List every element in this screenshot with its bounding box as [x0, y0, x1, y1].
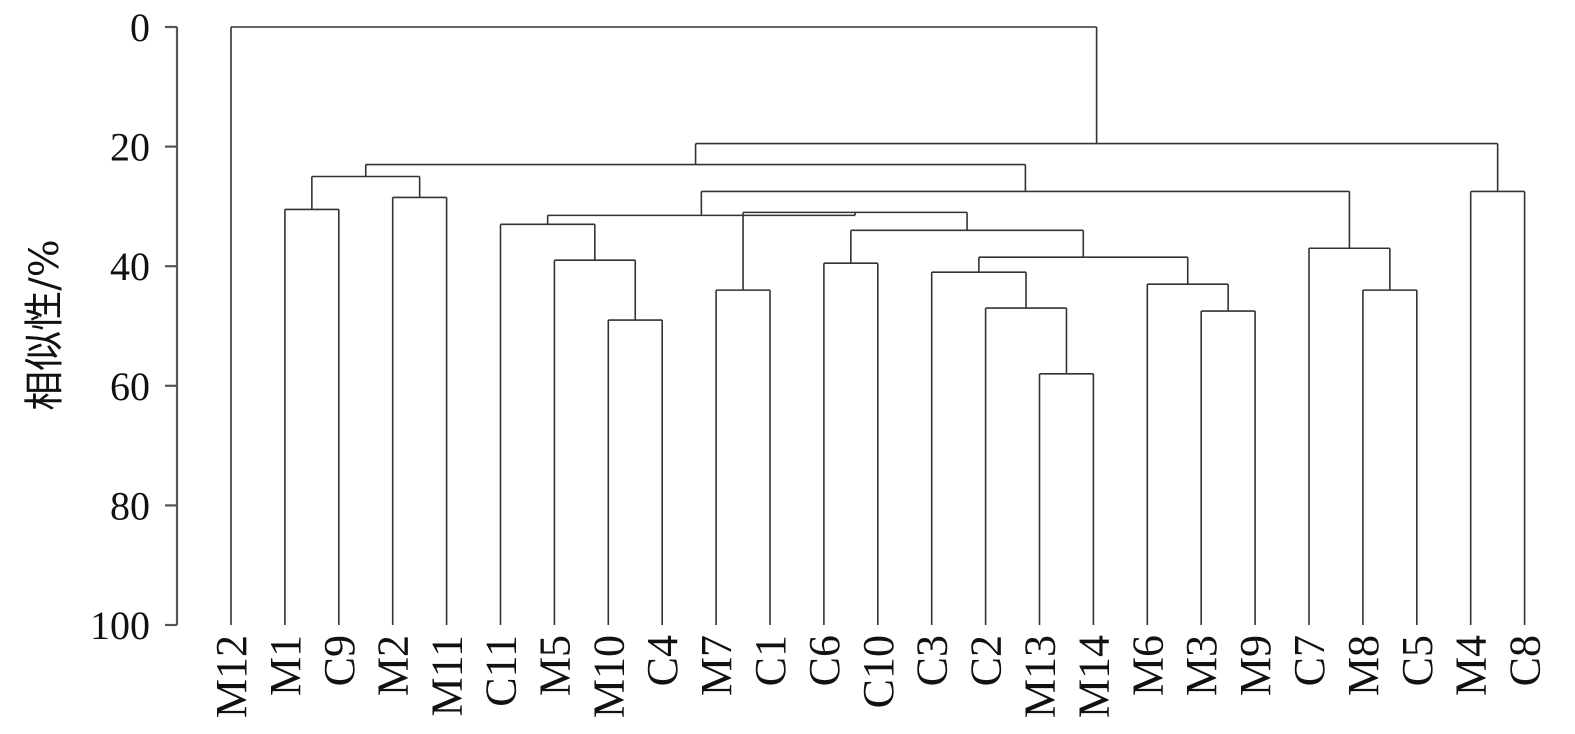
- y-tick-label: 20: [110, 125, 150, 170]
- y-axis-label: 相似性/%: [22, 239, 68, 410]
- leaf-label-m14: M14: [1069, 635, 1118, 718]
- leaf-label-c3: C3: [908, 635, 957, 686]
- leaf-label-m5: M5: [530, 635, 579, 696]
- leaf-label-c8: C8: [1501, 635, 1550, 686]
- leaf-label-c10: C10: [854, 635, 903, 708]
- leaf-label-c2: C2: [962, 635, 1011, 686]
- leaf-label-c5: C5: [1393, 635, 1442, 686]
- leaf-label-m13: M13: [1016, 635, 1065, 718]
- leaf-label-m11: M11: [423, 635, 472, 717]
- leaf-label-c1: C1: [746, 635, 795, 686]
- leaf-label-c9: C9: [315, 635, 364, 686]
- leaf-label-c7: C7: [1285, 635, 1334, 686]
- leaf-label-c6: C6: [800, 635, 849, 686]
- leaf-label-m2: M2: [369, 635, 418, 696]
- leaf-label-m12: M12: [207, 635, 256, 718]
- y-tick-label: 40: [110, 244, 150, 289]
- leaf-label-m6: M6: [1123, 635, 1172, 696]
- y-tick-label: 80: [110, 483, 150, 528]
- leaf-label-m8: M8: [1339, 635, 1388, 696]
- y-tick-label: 0: [130, 5, 150, 50]
- leaf-label-c4: C4: [638, 635, 687, 686]
- leaf-labels: M12 M1 C9 M2 M11 C11 M5 M10 C4 M7 C1 C6 C10 C3 C2 M13 M1…: [207, 635, 1550, 718]
- y-tick-label: 100: [90, 603, 150, 648]
- dendrogram-links: [230, 26, 1526, 625]
- leaf-label-m1: M1: [261, 635, 310, 696]
- y-axis: 0 20 40 60 80 100: [90, 5, 179, 648]
- leaf-label-m4: M4: [1447, 635, 1496, 696]
- leaf-label-m7: M7: [692, 635, 741, 696]
- leaf-label-m9: M9: [1231, 635, 1280, 696]
- y-tick-label: 60: [110, 364, 150, 409]
- leaf-label-m10: M10: [584, 635, 633, 718]
- leaf-label-c11: C11: [477, 635, 526, 707]
- leaf-label-m3: M3: [1177, 635, 1226, 696]
